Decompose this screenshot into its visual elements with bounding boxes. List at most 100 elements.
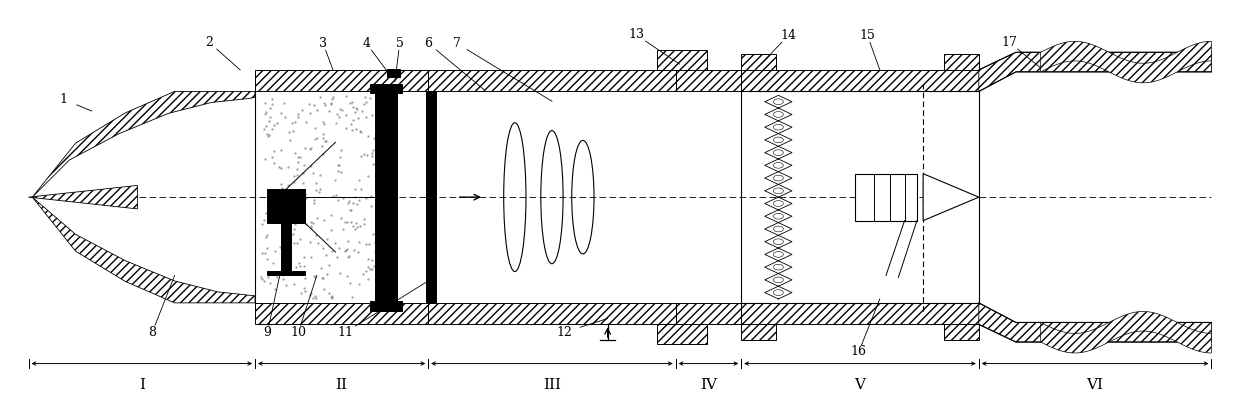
Ellipse shape bbox=[774, 124, 784, 130]
Point bbox=[312, 245, 332, 251]
Point bbox=[267, 120, 286, 127]
Ellipse shape bbox=[774, 162, 784, 168]
Point bbox=[300, 225, 320, 231]
Bar bbox=[742, 324, 776, 340]
Point bbox=[367, 208, 387, 214]
Point bbox=[348, 177, 368, 183]
Point bbox=[322, 247, 342, 254]
Point bbox=[355, 101, 374, 108]
Point bbox=[267, 269, 286, 276]
Point bbox=[315, 102, 335, 109]
Point bbox=[274, 224, 294, 230]
Point bbox=[331, 168, 351, 175]
Point bbox=[258, 131, 278, 138]
Point bbox=[361, 193, 381, 199]
Point bbox=[358, 264, 378, 270]
Text: V: V bbox=[854, 378, 866, 393]
Ellipse shape bbox=[774, 112, 784, 117]
Text: 15: 15 bbox=[859, 29, 875, 42]
Point bbox=[290, 263, 310, 269]
Point bbox=[362, 256, 382, 263]
Text: 6: 6 bbox=[424, 37, 433, 50]
Point bbox=[331, 146, 351, 153]
Point bbox=[357, 268, 377, 275]
Polygon shape bbox=[1040, 41, 1211, 83]
Text: 1: 1 bbox=[60, 93, 67, 106]
Point bbox=[356, 114, 376, 120]
Point bbox=[283, 128, 303, 135]
Text: VI: VI bbox=[1086, 378, 1104, 393]
Text: 16: 16 bbox=[851, 345, 867, 358]
Point bbox=[358, 133, 378, 139]
Point bbox=[325, 177, 345, 183]
Point bbox=[346, 220, 366, 226]
Point bbox=[285, 221, 305, 227]
Point bbox=[305, 197, 325, 203]
Point bbox=[363, 263, 383, 270]
Point bbox=[258, 133, 278, 139]
Point bbox=[336, 125, 356, 131]
Point bbox=[311, 143, 331, 149]
Point bbox=[267, 202, 286, 208]
Point bbox=[343, 200, 363, 206]
Point bbox=[363, 231, 383, 237]
Point bbox=[270, 213, 290, 220]
Point bbox=[295, 275, 315, 281]
Bar bbox=[944, 54, 978, 70]
Ellipse shape bbox=[774, 150, 784, 156]
Point bbox=[252, 250, 272, 256]
Point bbox=[306, 295, 326, 301]
Point bbox=[272, 268, 291, 274]
Point bbox=[310, 172, 330, 178]
Point bbox=[294, 285, 314, 291]
Point bbox=[330, 245, 350, 251]
Point bbox=[321, 101, 341, 108]
Point bbox=[314, 100, 334, 107]
Point bbox=[362, 150, 382, 156]
Point bbox=[293, 197, 312, 204]
Point bbox=[337, 273, 357, 279]
Text: II: II bbox=[336, 378, 347, 393]
Point bbox=[303, 295, 322, 301]
Point bbox=[275, 201, 295, 207]
Point bbox=[288, 111, 308, 118]
Point bbox=[304, 220, 324, 226]
Point bbox=[270, 190, 290, 197]
Point bbox=[272, 110, 291, 116]
Point bbox=[264, 160, 284, 166]
Point bbox=[290, 217, 310, 223]
Point bbox=[347, 106, 367, 112]
Polygon shape bbox=[1040, 312, 1211, 353]
Point bbox=[347, 224, 367, 231]
Point bbox=[268, 204, 288, 210]
Point bbox=[350, 281, 370, 287]
Point bbox=[329, 162, 348, 168]
Point bbox=[345, 226, 365, 232]
Point bbox=[280, 250, 300, 256]
Point bbox=[360, 95, 379, 102]
Point bbox=[347, 115, 367, 121]
Ellipse shape bbox=[774, 99, 784, 104]
Point bbox=[296, 119, 316, 125]
Ellipse shape bbox=[774, 239, 784, 245]
Point bbox=[312, 134, 332, 141]
Ellipse shape bbox=[774, 137, 784, 143]
Point bbox=[305, 187, 325, 193]
Point bbox=[253, 221, 273, 227]
Point bbox=[309, 240, 329, 246]
Point bbox=[301, 163, 321, 169]
Point bbox=[366, 241, 386, 247]
Point bbox=[340, 99, 360, 106]
Point bbox=[294, 262, 314, 269]
Point bbox=[304, 273, 324, 279]
Point bbox=[284, 173, 304, 179]
Point bbox=[305, 125, 325, 131]
Point bbox=[332, 107, 352, 114]
Point bbox=[346, 105, 366, 112]
Point bbox=[270, 181, 290, 187]
Point bbox=[342, 116, 362, 123]
Point bbox=[257, 234, 277, 240]
Point bbox=[275, 114, 295, 120]
Bar bbox=[428, 303, 676, 324]
Text: 14: 14 bbox=[780, 29, 796, 42]
